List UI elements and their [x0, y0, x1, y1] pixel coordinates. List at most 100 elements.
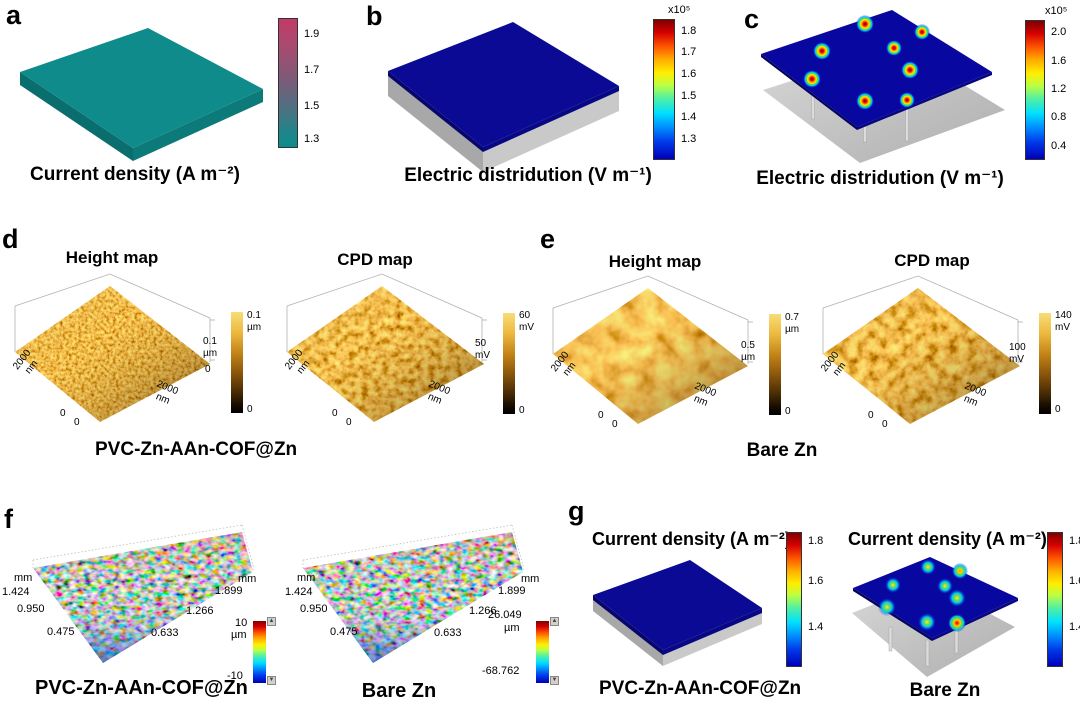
- panel-e-height-title: Height map: [608, 252, 702, 271]
- colorbar-c-tick: 0.4: [1051, 140, 1067, 152]
- panel-f-letter: f: [4, 504, 13, 534]
- f-right-y-tick: 0.475: [330, 626, 358, 638]
- height-map-3d-surface: [14, 273, 215, 422]
- origin-tick-x: 0: [612, 419, 618, 430]
- colorbar-bottom-label: 0: [785, 406, 791, 417]
- f-right-x-tick: 1.899: [498, 585, 526, 597]
- colorbar-c-multiplier: x10⁵: [1045, 5, 1068, 17]
- panel-b-caption: Electric distridution (V m⁻¹): [404, 165, 652, 186]
- colorbar-b-tick: 1.8: [681, 25, 697, 37]
- f-right-y-tick: 0.950: [300, 603, 328, 615]
- f-left-y-tick: 1.424: [2, 586, 30, 598]
- origin-tick-x: 0: [74, 417, 80, 428]
- f-right-cbar-unit: µm: [504, 622, 520, 634]
- colorbar-bottom-label: 0: [247, 404, 253, 415]
- colorbar-top-label: 0.1 µm: [247, 310, 262, 333]
- panel-e-letter: e: [540, 224, 556, 254]
- f-left-x-tick: 1.899: [215, 585, 243, 597]
- colorbar-afm: [503, 313, 515, 414]
- z-axis-top-label: 0.5 µm: [741, 340, 756, 363]
- origin-tick-x: 0: [882, 419, 888, 430]
- f-left-y-unit: mm: [14, 572, 33, 584]
- panel-g-left-caption: PVC-Zn-AAn-COF@Zn: [599, 678, 802, 699]
- afm-subplot-e-height: 2000 nm 0 0 2000 nm 0.5 µm 0.7 µm 0: [548, 274, 810, 439]
- colorbar-c: [1025, 20, 1045, 160]
- z-axis-top-label: 50 mV: [475, 338, 490, 361]
- panel-g-left-title: Current density (A m⁻²): [592, 529, 791, 549]
- origin-tick-y: 0: [332, 408, 338, 419]
- panel-a-letter: a: [6, 0, 22, 30]
- z-axis-top-label: 0.1 µm: [203, 336, 218, 359]
- colorbar-afm: [1039, 313, 1051, 414]
- f-right-y-tick: 1.424: [285, 586, 313, 598]
- colorbar-g-left-tick: 1.6: [808, 575, 824, 587]
- colorbar-g-right: [1047, 532, 1063, 667]
- panel-b-letter: b: [366, 1, 383, 31]
- colorbar-bottom-label: 0: [519, 405, 525, 416]
- afm-subplot-d-height: 2000 nm 0 0 2000 nm 0.1 µm 0 0.1 µm 0: [10, 272, 272, 437]
- colorbar-a-tick: 1.5: [304, 100, 320, 112]
- f-right-x-tick: 0.633: [434, 627, 462, 639]
- f-left-x-unit: mm: [238, 573, 257, 585]
- colorbar-a-tick: 1.7: [304, 64, 320, 76]
- panel-e-cpd-title: CPD map: [894, 251, 970, 270]
- f-right-y-unit: mm: [297, 572, 316, 584]
- origin-tick-y: 0: [598, 410, 604, 421]
- cpd-map-3d-surface: [286, 273, 487, 422]
- panel-a-caption: Current density (A m⁻²): [30, 164, 240, 185]
- origin-tick-y: 0: [60, 408, 66, 419]
- colorbar-g-left-tick: 1.8: [808, 535, 824, 547]
- panel-d-letter: d: [2, 224, 19, 254]
- f-left-cbar-top-value: 10: [235, 617, 248, 629]
- colorbar-g-right-tick: 1.4: [1069, 621, 1080, 633]
- z-axis-top-label: 100 mV: [1009, 342, 1026, 365]
- panel-a-slab-3d: [20, 28, 263, 161]
- f-left-x-tick: 1.266: [186, 605, 214, 617]
- scrollbar-up-icon[interactable]: ▲: [550, 617, 559, 626]
- colorbar-g-left: [786, 532, 802, 667]
- f-left-colorbar: [253, 621, 266, 683]
- panel-g-letter: g: [568, 496, 585, 526]
- panel-g-left-slab-3d: [593, 560, 762, 666]
- colorbar-b-tick: 1.3: [681, 133, 697, 145]
- z-axis-bottom-label: 0: [205, 364, 211, 375]
- height-map-3d-surface: [552, 275, 753, 424]
- f-left-y-tick: 0.475: [47, 626, 75, 638]
- colorbar-c-tick: 2.0: [1051, 26, 1067, 38]
- f-right-cbar-top-value: 26.049: [488, 609, 522, 621]
- colorbar-b-tick: 1.6: [681, 68, 697, 80]
- colorbar-a: [278, 18, 298, 148]
- panel-f-left-caption: PVC-Zn-AAn-COF@Zn: [35, 677, 248, 699]
- profilometry-3d-surface-left: [32, 524, 254, 663]
- panel-g-right-caption: Bare Zn: [909, 680, 981, 701]
- panel-b-slab-3d: [388, 22, 619, 172]
- colorbar-b-tick: 1.5: [681, 90, 697, 102]
- panel-c-simulation-3d: [761, 10, 1005, 163]
- colorbar-b: [653, 19, 675, 160]
- colorbar-g-right-tick: 1.8: [1069, 535, 1080, 547]
- colorbar-b-tick: 1.4: [681, 111, 697, 123]
- colorbar-afm: [231, 312, 243, 413]
- scrollbar-up-icon[interactable]: ▲: [267, 617, 276, 626]
- colorbar-b-tick: 1.7: [681, 46, 697, 58]
- colorbar-c-tick: 1.6: [1051, 55, 1067, 67]
- scrollbar-down-icon[interactable]: ▼: [550, 676, 559, 685]
- panel-d-cpd-title: CPD map: [337, 250, 413, 269]
- colorbar-top-label: 140 mV: [1055, 310, 1072, 333]
- colorbar-afm: [769, 314, 781, 415]
- colorbar-top-label: 0.7 µm: [785, 312, 800, 335]
- panel-g-right-simulation-3d: [852, 557, 1018, 677]
- f-right-x-tick: 1.266: [469, 605, 497, 617]
- panel-e-caption: Bare Zn: [746, 440, 818, 461]
- scrollbar-down-icon[interactable]: ▼: [267, 676, 276, 685]
- panel-c-caption: Electric distridution (V m⁻¹): [756, 168, 1004, 189]
- f-left-y-tick: 0.950: [17, 603, 45, 615]
- colorbar-a-tick: 1.3: [304, 133, 320, 145]
- colorbar-top-label: 60 mV: [519, 310, 534, 333]
- colorbar-c-tick: 0.8: [1051, 111, 1067, 123]
- panel-c-letter: c: [744, 4, 760, 34]
- f-left-x-tick: 0.633: [151, 627, 179, 639]
- f-right-cbar-bottom-value: -68.762: [482, 665, 520, 677]
- afm-subplot-e-cpd: 2000 nm 0 0 2000 nm 100 mV 140 mV 0: [818, 274, 1080, 439]
